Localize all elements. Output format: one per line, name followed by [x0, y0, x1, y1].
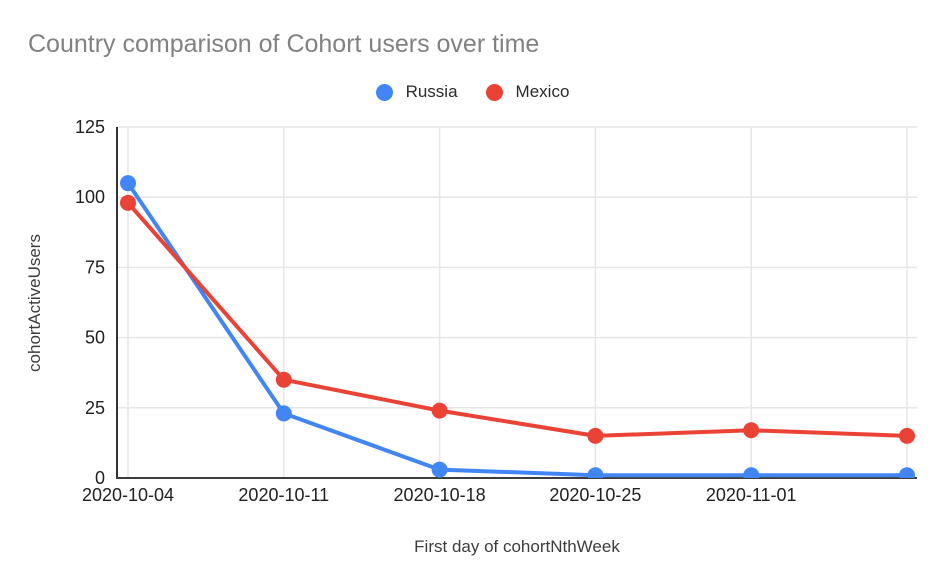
x-tick-label: 2020-11-01: [706, 485, 797, 505]
data-point: [743, 467, 760, 478]
data-point: [431, 461, 448, 478]
legend-dot-mexico: [485, 83, 503, 101]
y-tick-label: 75: [85, 257, 105, 277]
series-mexico: [120, 194, 915, 444]
chart-title: Country comparison of Cohort users over …: [28, 30, 540, 58]
y-axis-tick-labels: 0 25 50 75 100 125: [75, 117, 105, 488]
legend-label: Russia: [405, 82, 458, 101]
data-point: [899, 427, 915, 444]
x-tick-label: 2020-10-18: [394, 485, 486, 505]
legend-label: Mexico: [515, 82, 570, 101]
gridlines: [117, 126, 917, 478]
y-axis-title: cohortActiveUsers: [25, 234, 44, 372]
y-tick-label: 100: [75, 187, 105, 207]
data-point: [120, 175, 136, 192]
data-point: [275, 405, 292, 422]
y-tick-label: 125: [75, 117, 105, 137]
series-line: [126, 200, 909, 438]
data-point: [587, 427, 604, 444]
chart-legend: Russia Mexico: [0, 82, 945, 102]
x-tick-label: 2020-10-25: [549, 485, 641, 505]
y-tick-label: 0: [95, 468, 105, 488]
x-tick-label: 2020-10-04: [82, 485, 174, 505]
data-point: [120, 194, 136, 211]
x-tick-label: 2020-10-11: [238, 485, 329, 505]
data-point: [743, 422, 760, 439]
x-axis-title: First day of cohortNthWeek: [414, 537, 620, 556]
y-tick-label: 25: [85, 398, 105, 418]
y-tick-label: 50: [85, 328, 105, 348]
series-line: [126, 181, 909, 478]
data-point: [275, 371, 292, 388]
legend-item-russia: Russia: [375, 82, 458, 102]
x-axis-tick-labels: 2020-10-04 2020-10-11 2020-10-18 2020-10-25…: [82, 485, 797, 505]
legend-dot-russia: [375, 83, 393, 101]
series-russia: [120, 175, 915, 478]
data-point: [431, 402, 448, 419]
data-point: [587, 467, 604, 478]
legend-item-mexico: Mexico: [485, 82, 570, 102]
data-point: [899, 467, 915, 478]
